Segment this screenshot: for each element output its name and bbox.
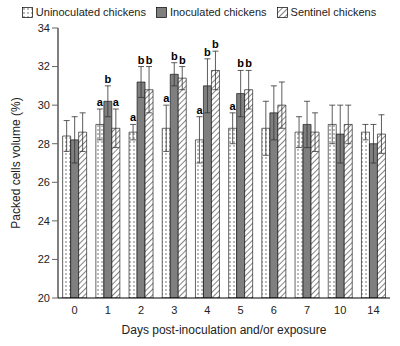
svg-text:1: 1 (105, 304, 111, 316)
svg-text:5: 5 (238, 304, 244, 316)
svg-text:b: b (245, 57, 252, 69)
svg-text:b: b (212, 38, 219, 50)
svg-text:Packed cells volume (%): Packed cells volume (%) (9, 97, 23, 228)
svg-text:7: 7 (304, 304, 310, 316)
svg-text:b: b (146, 54, 153, 66)
svg-text:b: b (204, 46, 211, 58)
svg-text:a: a (163, 92, 170, 104)
svg-text:a: a (97, 96, 104, 108)
svg-text:b: b (138, 54, 145, 66)
svg-text:b: b (171, 50, 178, 62)
svg-text:34: 34 (38, 22, 50, 34)
svg-text:20: 20 (38, 292, 50, 304)
svg-text:a: a (130, 111, 137, 123)
svg-text:2: 2 (138, 304, 144, 316)
svg-text:24: 24 (38, 215, 50, 227)
svg-text:0: 0 (72, 304, 78, 316)
svg-text:4: 4 (204, 304, 210, 316)
html-text:Inoculated chickens: Inoculated chickens (169, 6, 267, 18)
svg-text:b: b (237, 57, 244, 69)
svg-text:32: 32 (38, 60, 50, 72)
svg-text:a: a (230, 100, 237, 112)
html-text:Uninoculated chickens: Uninoculated chickens (35, 6, 146, 18)
svg-text:b: b (179, 54, 186, 66)
svg-text:10: 10 (334, 304, 346, 316)
svg-text:Days post-inoculation and/or e: Days post-inoculation and/or exposure (122, 323, 327, 337)
svg-text:14: 14 (367, 304, 379, 316)
html-text:Sentinel chickens: Sentinel chickens (290, 6, 377, 18)
svg-text:b: b (104, 73, 111, 85)
svg-text:26: 26 (38, 176, 50, 188)
svg-text:28: 28 (38, 138, 50, 150)
svg-text:30: 30 (38, 99, 50, 111)
svg-text:22: 22 (38, 253, 50, 265)
svg-text:a: a (113, 96, 120, 108)
svg-text:a: a (196, 104, 203, 116)
svg-text:3: 3 (171, 304, 177, 316)
svg-text:6: 6 (271, 304, 277, 316)
